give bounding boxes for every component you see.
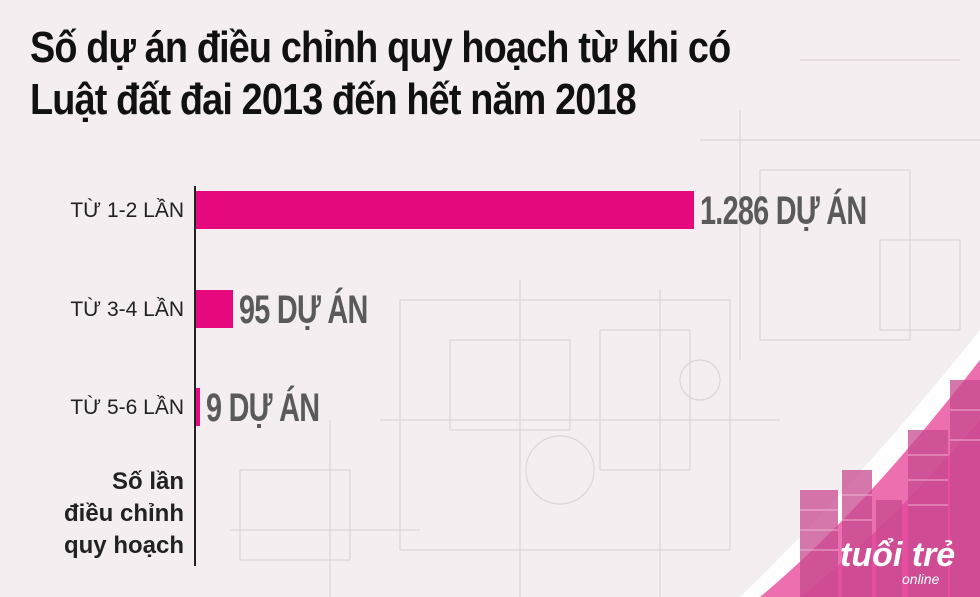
svg-text:tuổi trẻ: tuổi trẻ [840, 536, 955, 574]
svg-text:online: online [902, 571, 940, 587]
chart-title: Số dự án điều chỉnh quy hoạch từ khi có … [30, 22, 804, 126]
title-line-1: Số dự án điều chỉnh quy hoạch từ khi có [30, 23, 731, 72]
axis-title-line-2: điều chỉnh [64, 500, 184, 527]
value-label: 95 DỰ ÁN [238, 288, 368, 332]
tuoitre-logo: tuổi trẻ online [840, 536, 955, 587]
bar [196, 290, 233, 328]
category-axis-line [194, 186, 196, 566]
value-label: 9 DỰ ÁN [206, 386, 320, 430]
category-label: TỪ 1-2 LẦN [70, 199, 184, 222]
axis-title-line-3: quy hoạch [63, 532, 184, 559]
title-line-2: Luật đất đai 2013 đến hết năm 2018 [30, 75, 637, 124]
category-label: TỪ 5-6 LẦN [70, 396, 184, 419]
bar [196, 388, 200, 426]
value-label: 1.286 DỰ ÁN [700, 189, 867, 233]
axis-title-line-1: Số lần [111, 468, 184, 495]
category-axis-title: Số lần điều chỉnh quy hoạch [64, 466, 184, 562]
bar [196, 191, 694, 229]
category-label: TỪ 3-4 LẦN [70, 298, 184, 321]
